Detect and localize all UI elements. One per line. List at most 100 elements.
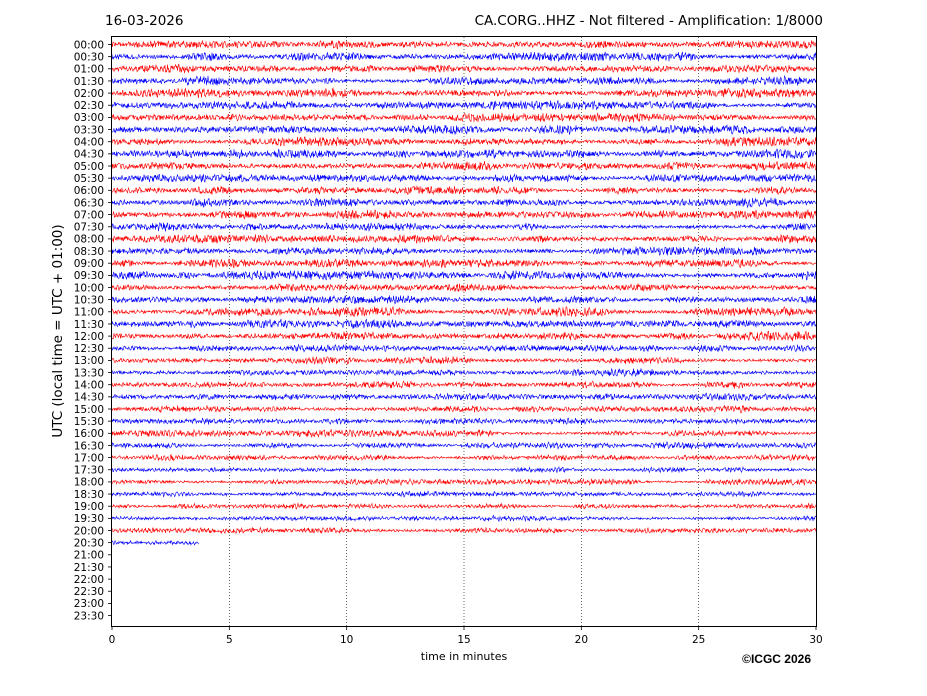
x-axis-ticks: 0 5 10 15 20 25 30 — [109, 626, 823, 646]
y-tick-label: 11:30 — [74, 319, 104, 331]
y-tick-label: 00:30 — [74, 51, 104, 63]
y-tick-label: 14:00 — [74, 380, 104, 392]
grid-lines — [229, 37, 699, 626]
trace-0530 — [111, 173, 817, 183]
y-tick-label: 21:00 — [74, 550, 104, 562]
y-tick-label: 20:00 — [74, 525, 104, 537]
trace-1900 — [111, 502, 817, 510]
y-tick-label: 12:00 — [74, 331, 104, 343]
y-tick-label: 16:00 — [74, 428, 104, 440]
trace-1500 — [111, 404, 817, 414]
trace-0400 — [111, 136, 817, 148]
y-tick-label: 01:30 — [74, 76, 104, 88]
x-tick-label: 15 — [457, 634, 470, 646]
trace-1000 — [111, 283, 817, 292]
x-tick-label: 5 — [226, 634, 233, 646]
trace-0130 — [111, 75, 817, 86]
x-tick-label: 0 — [109, 634, 116, 646]
trace-0430 — [111, 148, 817, 160]
y-tick-label: 17:00 — [74, 452, 104, 464]
copyright-label: ©ICGC 2026 — [742, 652, 811, 666]
y-tick-label: 03:30 — [74, 124, 104, 136]
trace-1730 — [111, 465, 817, 474]
x-tick-label: 30 — [809, 634, 822, 646]
y-tick-label: 10:30 — [74, 294, 104, 306]
trace-1800 — [111, 478, 817, 487]
trace-0800 — [111, 234, 817, 244]
trace-0930 — [111, 270, 817, 281]
y-tick-label: 22:30 — [74, 586, 104, 598]
y-tick-label: 19:00 — [74, 501, 104, 513]
y-tick-label: 02:30 — [74, 100, 104, 112]
y-tick-label: 15:30 — [74, 416, 104, 428]
trace-0600 — [111, 185, 817, 195]
y-tick-label: 00:00 — [74, 39, 104, 51]
trace-1530 — [111, 417, 817, 426]
trace-2030 — [111, 539, 199, 546]
y-tick-label: 15:00 — [74, 404, 104, 416]
y-tick-label: 04:30 — [74, 149, 104, 161]
chart-title: CA.CORG..HHZ - Not filtered - Amplificat… — [475, 13, 823, 29]
x-tick-label: 20 — [575, 634, 588, 646]
y-tick-label: 05:00 — [74, 161, 104, 173]
y-tick-label: 04:00 — [74, 137, 104, 149]
trace-0700 — [111, 208, 817, 220]
y-tick-label: 10:00 — [74, 282, 104, 294]
y-tick-label: 12:30 — [74, 343, 104, 355]
y-tick-label: 22:00 — [74, 574, 104, 586]
x-tick-label: 25 — [692, 634, 705, 646]
y-tick-label: 23:30 — [74, 610, 104, 622]
y-tick-label: 13:00 — [74, 355, 104, 367]
y-axis-label: UTC (local time = UTC + 01:00) — [50, 224, 66, 437]
trace-0000 — [111, 39, 817, 50]
y-tick-label: 23:00 — [74, 598, 104, 610]
trace-0900 — [111, 258, 817, 269]
trace-1600 — [111, 428, 817, 438]
y-tick-label: 20:30 — [74, 537, 104, 549]
y-tick-label: 13:30 — [74, 367, 104, 379]
y-tick-label: 09:30 — [74, 270, 104, 282]
y-tick-label: 09:00 — [74, 258, 104, 270]
trace-0230 — [111, 99, 817, 111]
y-tick-label: 14:30 — [74, 392, 104, 404]
trace-1630 — [111, 440, 817, 450]
trace-0630 — [111, 196, 817, 209]
y-tick-label: 08:00 — [74, 234, 104, 246]
trace-1230 — [111, 343, 817, 353]
y-tick-label: 07:00 — [74, 209, 104, 221]
y-tick-label: 18:30 — [74, 489, 104, 501]
trace-1930 — [111, 514, 817, 522]
trace-1330 — [111, 367, 817, 378]
trace-0300 — [111, 112, 817, 123]
trace-0730 — [111, 222, 817, 232]
trace-1030 — [111, 295, 817, 305]
trace-2000 — [111, 526, 817, 534]
y-tick-label: 11:00 — [74, 307, 104, 319]
trace-0500 — [111, 161, 817, 172]
trace-1300 — [111, 355, 817, 366]
trace-0830 — [111, 245, 817, 256]
y-tick-label: 18:00 — [74, 477, 104, 489]
date-label: 16-03-2026 — [105, 13, 183, 29]
y-tick-label: 05:30 — [74, 173, 104, 185]
y-tick-label: 06:00 — [74, 185, 104, 197]
trace-0030 — [111, 51, 817, 62]
y-tick-label: 07:30 — [74, 222, 104, 234]
y-tick-label: 02:00 — [74, 88, 104, 100]
trace-1130 — [111, 318, 817, 329]
y-tick-label: 01:00 — [74, 64, 104, 76]
trace-1200 — [111, 330, 817, 342]
seismic-traces — [111, 39, 817, 546]
trace-1700 — [111, 453, 817, 462]
y-tick-label: 06:30 — [74, 197, 104, 209]
x-axis-label: time in minutes — [421, 650, 508, 663]
y-tick-label: 17:30 — [74, 465, 104, 477]
trace-0100 — [111, 63, 817, 74]
trace-1100 — [111, 305, 817, 317]
trace-1400 — [111, 380, 817, 390]
x-tick-label: 10 — [340, 634, 353, 646]
y-tick-label: 08:30 — [74, 246, 104, 258]
trace-0330 — [111, 124, 817, 135]
trace-1430 — [111, 392, 817, 402]
